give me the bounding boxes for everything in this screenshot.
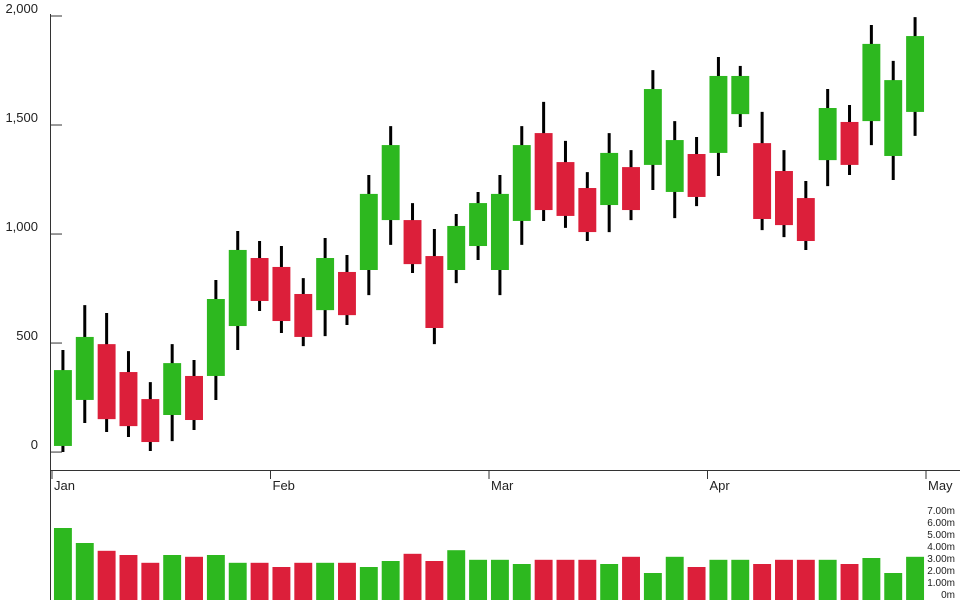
volume-tick-label: 4.00m	[927, 542, 955, 553]
volume-bar	[665, 556, 684, 600]
candle-body	[490, 193, 509, 271]
candle-body	[250, 258, 269, 301]
x-tick-label: Feb	[273, 478, 295, 493]
candle-body	[206, 299, 225, 376]
x-tick-label: Mar	[491, 478, 514, 493]
volume-bar	[578, 559, 597, 600]
volume-bar	[884, 573, 903, 600]
volume-bar	[534, 559, 553, 600]
candle-body	[818, 108, 837, 161]
candle-body	[359, 193, 378, 271]
candle-body	[775, 171, 793, 226]
candle-body	[425, 256, 444, 328]
volume-bar	[709, 559, 728, 600]
candle-body	[53, 370, 72, 446]
candle-body	[665, 140, 684, 192]
volume-bar	[512, 564, 531, 600]
volume-tick-label: 1.00m	[927, 578, 955, 589]
candle-body	[709, 75, 728, 153]
candle-body	[381, 145, 400, 221]
candle-body	[884, 80, 903, 156]
candle-body	[141, 399, 160, 443]
y-tick-label: 2,000	[5, 1, 38, 16]
volume-bar	[818, 559, 837, 600]
volume-bar	[556, 559, 575, 600]
volume-bar	[600, 564, 619, 600]
volume-tick-label: 2.00m	[927, 566, 955, 577]
volume-bar	[906, 556, 925, 600]
candle-body	[97, 344, 116, 420]
candle-body	[687, 154, 706, 197]
volume-bar	[622, 556, 640, 600]
candle-body	[906, 36, 925, 112]
volume-tick-label: 5.00m	[927, 530, 955, 541]
volume-bar	[490, 559, 509, 600]
volume-bar	[381, 561, 400, 600]
candle-body	[578, 188, 597, 233]
volume-bar	[796, 559, 815, 600]
candle-body	[75, 336, 94, 400]
volume-bar	[228, 562, 247, 600]
volume-bar	[840, 564, 859, 600]
y-tick-label: 1,500	[5, 110, 38, 125]
candle-body	[163, 363, 182, 415]
volume-bar	[185, 556, 203, 600]
candle-body	[731, 75, 750, 115]
candle-body	[447, 225, 466, 271]
x-tick-label: May	[928, 478, 953, 493]
x-tick-label: Apr	[710, 478, 731, 493]
candle-body	[753, 143, 772, 219]
candle-body	[119, 372, 138, 427]
candle-body	[796, 198, 815, 242]
candle-body	[512, 145, 531, 221]
volume-bar	[403, 553, 422, 600]
volume-bar	[731, 559, 750, 600]
volume-bar	[250, 562, 269, 600]
candle-body	[840, 121, 859, 165]
volume-bar	[775, 559, 793, 600]
volume-bar	[141, 562, 160, 600]
volume-bar	[97, 550, 116, 600]
volume-bar	[294, 562, 313, 600]
candle-body	[403, 220, 422, 265]
volume-tick-label: 0m	[941, 590, 955, 600]
volume-tick-label: 7.00m	[927, 506, 955, 517]
candle-body	[600, 152, 619, 206]
volume-bar	[753, 564, 772, 600]
volume-bar	[469, 559, 488, 600]
x-tick-label: Jan	[54, 478, 75, 493]
candle-body	[643, 89, 662, 165]
volume-bar	[338, 562, 356, 600]
candle-body	[862, 43, 881, 122]
volume-bar	[359, 567, 378, 600]
candle-body	[469, 203, 488, 247]
volume-bar	[53, 528, 72, 600]
candle-body	[556, 162, 575, 216]
volume-tick-label: 6.00m	[927, 518, 955, 529]
volume-bar	[643, 573, 662, 600]
candle-body	[622, 167, 640, 211]
volume-tick-label: 3.00m	[927, 554, 955, 565]
y-tick-label: 500	[16, 328, 38, 343]
candle-body	[228, 249, 247, 327]
candle-body	[534, 133, 553, 211]
volume-bar	[316, 562, 335, 600]
volume-bar	[862, 558, 881, 600]
volume-bar	[272, 567, 291, 600]
volume-bar	[447, 550, 466, 600]
volume-bar	[119, 555, 138, 600]
volume-bar	[425, 561, 444, 600]
candle-body	[338, 271, 356, 316]
candle-body	[185, 375, 203, 421]
volume-bar	[75, 543, 94, 600]
y-tick-label: 0	[31, 437, 38, 452]
volume-bar	[163, 555, 182, 600]
volume-bar	[687, 567, 706, 600]
candle-body	[272, 266, 291, 322]
volume-bar	[206, 555, 225, 600]
candle-body	[316, 258, 335, 311]
y-tick-label: 1,000	[5, 219, 38, 234]
candle-body	[294, 293, 313, 337]
